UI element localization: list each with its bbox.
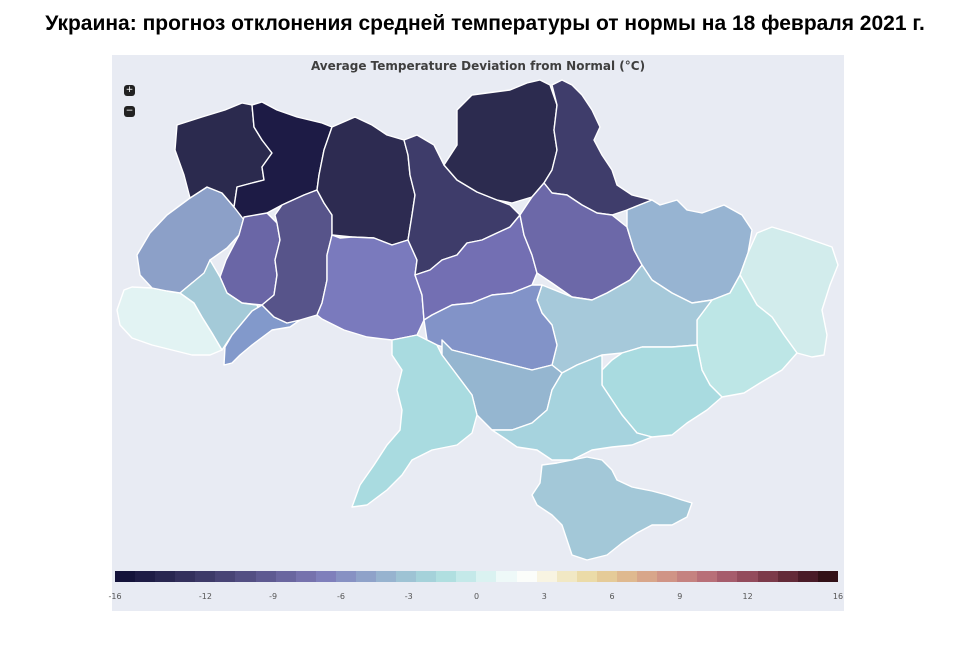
colorbar-cell xyxy=(596,571,617,582)
colorbar-cell xyxy=(135,571,156,582)
colorbar-cell xyxy=(255,571,276,582)
colorbar-cell xyxy=(797,571,818,582)
colorbar-cell xyxy=(175,571,196,582)
colorbar-cell xyxy=(115,571,136,582)
colorbar xyxy=(115,571,838,582)
colorbar-cell xyxy=(697,571,718,582)
region-zhytomyr[interactable] xyxy=(316,116,416,246)
ukraine-map[interactable] xyxy=(112,55,844,565)
colorbar-cell xyxy=(556,571,577,582)
colorbar-tick-label: 9 xyxy=(677,592,683,601)
colorbar-tick-label: 6 xyxy=(609,592,615,601)
colorbar-tick-label: 12 xyxy=(742,592,753,601)
colorbar-ticks: -16 -12 -9 -6 -3 0 3 6 9 12 16 xyxy=(108,592,843,604)
colorbar-cell xyxy=(777,571,798,582)
colorbar-cell xyxy=(576,571,597,582)
page-title: Украина: прогноз отклонения средней темп… xyxy=(45,12,925,35)
colorbar-cell xyxy=(476,571,497,582)
colorbar-cell xyxy=(717,571,738,582)
colorbar-cell xyxy=(616,571,638,582)
colorbar-cell xyxy=(637,571,658,582)
colorbar-cell xyxy=(436,571,457,582)
colorbar-tick-label: 16 xyxy=(832,592,844,601)
colorbar-tick-label: -12 xyxy=(198,592,212,601)
colorbar-cell xyxy=(817,571,838,582)
region-rivne[interactable] xyxy=(233,101,333,221)
colorbar-cell xyxy=(215,571,236,582)
colorbar-cell xyxy=(275,571,296,582)
colorbar-cell xyxy=(456,571,477,582)
colorbar-cell xyxy=(516,571,537,582)
colorbar-tick-label: 0 xyxy=(473,592,480,601)
colorbar-cell xyxy=(376,571,397,582)
colorbar-tick-label: -16 xyxy=(108,592,122,601)
colorbar-cell xyxy=(355,571,377,582)
colorbar-cell xyxy=(195,571,216,582)
colorbar-cell xyxy=(315,571,336,582)
colorbar-cell xyxy=(657,571,678,582)
colorbar-tick-label: -3 xyxy=(404,592,413,601)
colorbar-tick-label: -6 xyxy=(336,592,345,601)
map-panel[interactable]: Average Temperature Deviation from Norma… xyxy=(108,55,844,611)
colorbar-tick-label: -9 xyxy=(269,592,278,601)
colorbar-cell xyxy=(155,571,176,582)
colorbar-cell xyxy=(396,571,417,582)
colorbar-tick-label: 3 xyxy=(541,592,547,601)
region-kherson[interactable] xyxy=(491,354,653,461)
region-vinnytsia[interactable] xyxy=(316,234,425,341)
plus-icon[interactable]: + xyxy=(124,85,135,96)
colorbar-cell xyxy=(536,571,557,582)
colorbar-cell xyxy=(295,571,316,582)
region-crimea[interactable] xyxy=(531,456,693,561)
minus-icon[interactable]: − xyxy=(124,106,135,117)
colorbar-cell xyxy=(677,571,698,582)
map-title: Average Temperature Deviation from Norma… xyxy=(310,59,646,73)
colorbar-cell xyxy=(335,571,356,582)
colorbar-cell xyxy=(737,571,758,582)
colorbar-cell xyxy=(235,571,256,582)
colorbar-cell xyxy=(496,571,517,582)
colorbar-cell xyxy=(757,571,778,582)
colorbar-cell xyxy=(416,571,437,582)
region-odesa[interactable] xyxy=(351,334,478,508)
